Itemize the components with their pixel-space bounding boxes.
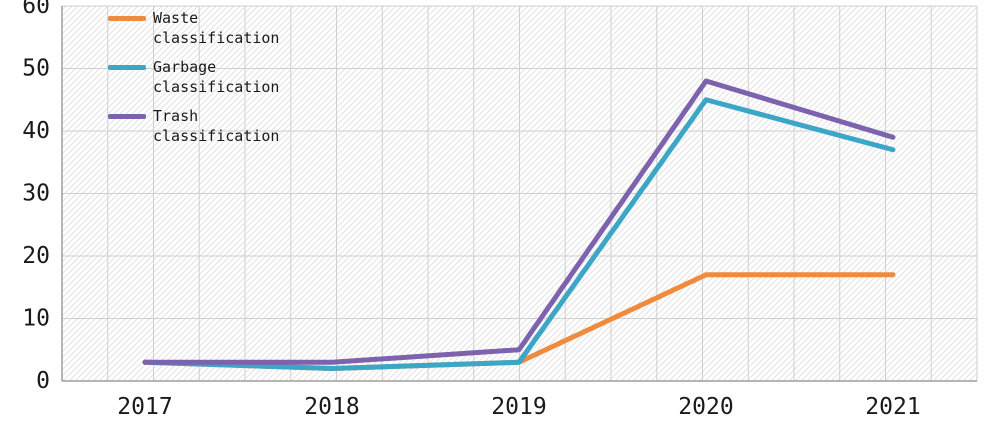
y-tick-label: 50	[22, 56, 50, 82]
legend-swatch-waste-classification	[108, 16, 146, 21]
y-tick-label: 20	[22, 243, 50, 269]
y-tick-label: 40	[22, 118, 50, 144]
legend-item-garbage-classification: Garbage classification	[108, 57, 279, 97]
series-line-garbage-classification	[142, 97, 896, 371]
y-tick-label: 10	[22, 306, 50, 332]
legend-swatch-garbage-classification	[108, 65, 146, 70]
x-tick-label: 2017	[117, 394, 172, 420]
series-line-trash-classification	[142, 78, 896, 365]
y-tick-label: 0	[36, 368, 50, 394]
gridlines	[61, 5, 978, 382]
x-tick-label: 2021	[865, 394, 920, 420]
x-tick-label: 2020	[678, 394, 733, 420]
x-tick-label: 2018	[304, 394, 359, 420]
legend-label-waste-classification: Waste classification	[153, 9, 280, 47]
legend-label-trash-classification: Trash classification	[153, 107, 280, 145]
legend-swatch-trash-classification	[108, 114, 146, 119]
legend-item-trash-classification: Trash classification	[108, 106, 279, 146]
chart-legend: Waste classification Garbage classificat…	[108, 8, 279, 155]
legend-label-garbage-classification: Garbage classification	[153, 58, 280, 96]
y-tick-label: 30	[22, 181, 50, 207]
legend-item-waste-classification: Waste classification	[108, 8, 279, 48]
x-tick-label: 2019	[491, 394, 546, 420]
y-tick-label: 60	[22, 0, 50, 19]
